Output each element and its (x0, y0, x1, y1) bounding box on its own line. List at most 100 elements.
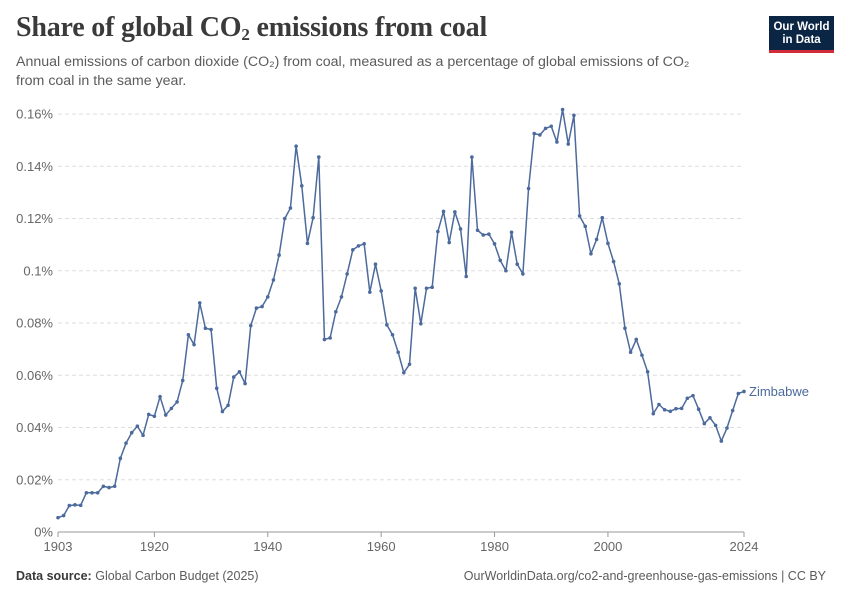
data-point[interactable] (107, 485, 111, 490)
data-point[interactable] (509, 230, 514, 235)
data-point[interactable] (362, 242, 366, 246)
data-point[interactable] (521, 272, 525, 276)
data-point[interactable] (152, 414, 157, 419)
data-point[interactable] (634, 337, 639, 342)
data-point[interactable] (368, 290, 372, 294)
data-point[interactable] (696, 407, 701, 412)
data-point[interactable] (163, 413, 168, 417)
data-point[interactable] (532, 131, 537, 136)
data-point[interactable] (651, 411, 656, 416)
data-point[interactable] (294, 144, 298, 148)
data-point[interactable] (566, 142, 571, 146)
data-point[interactable] (248, 323, 253, 328)
data-point[interactable] (470, 155, 474, 159)
data-point[interactable] (555, 140, 559, 144)
data-point[interactable] (277, 253, 281, 257)
data-point[interactable] (577, 214, 582, 218)
data-point[interactable] (84, 491, 89, 495)
data-point[interactable] (623, 326, 627, 331)
data-point[interactable] (719, 439, 724, 443)
data-point[interactable] (316, 155, 321, 159)
data-point[interactable] (101, 484, 106, 489)
data-point[interactable] (475, 228, 480, 233)
series-zimbabwe[interactable]: Zimbabwe (56, 107, 809, 520)
data-point[interactable] (56, 515, 60, 520)
data-point[interactable] (90, 491, 94, 495)
data-point[interactable] (560, 107, 565, 112)
data-point[interactable] (594, 237, 599, 242)
data-point[interactable] (515, 262, 520, 267)
data-point[interactable] (708, 416, 712, 420)
data-point[interactable] (617, 282, 622, 286)
data-point[interactable] (600, 215, 605, 220)
data-point[interactable] (67, 503, 72, 508)
data-point[interactable] (146, 412, 151, 417)
data-point[interactable] (237, 370, 242, 374)
data-point[interactable] (226, 403, 230, 408)
data-point[interactable] (526, 186, 531, 191)
data-point[interactable] (356, 244, 361, 248)
data-point[interactable] (351, 248, 355, 252)
data-point[interactable] (453, 210, 457, 214)
data-point[interactable] (481, 233, 486, 237)
data-point[interactable] (78, 503, 83, 508)
data-point[interactable] (645, 370, 650, 374)
data-point[interactable] (691, 393, 695, 398)
data-point[interactable] (141, 433, 145, 438)
data-point[interactable] (231, 375, 236, 379)
data-point[interactable] (492, 242, 497, 246)
data-point[interactable] (260, 304, 264, 309)
data-point[interactable] (702, 421, 707, 426)
data-point[interactable] (282, 216, 287, 221)
data-point[interactable] (640, 353, 644, 357)
data-point[interactable] (112, 484, 117, 489)
data-point[interactable] (447, 240, 451, 245)
data-point[interactable] (322, 337, 327, 342)
data-point[interactable] (180, 378, 185, 383)
data-point[interactable] (390, 332, 395, 337)
data-point[interactable] (657, 402, 661, 407)
data-point[interactable] (169, 406, 174, 411)
data-point[interactable] (385, 323, 389, 327)
data-point[interactable] (265, 295, 270, 299)
data-point[interactable] (543, 126, 548, 131)
data-point[interactable] (243, 381, 247, 386)
data-point[interactable] (538, 133, 542, 137)
data-point[interactable] (436, 229, 440, 234)
data-point[interactable] (158, 394, 162, 399)
data-point[interactable] (713, 423, 718, 428)
data-point[interactable] (424, 286, 429, 291)
data-point[interactable] (299, 184, 304, 188)
data-point[interactable] (725, 426, 729, 430)
data-point[interactable] (402, 370, 406, 375)
data-point[interactable] (328, 336, 332, 340)
data-point[interactable] (220, 409, 225, 414)
data-point[interactable] (606, 241, 610, 246)
data-point[interactable] (175, 400, 179, 404)
data-point[interactable] (95, 491, 100, 495)
data-point[interactable] (419, 321, 423, 326)
data-point[interactable] (549, 124, 554, 129)
footer-url-license[interactable]: OurWorldinData.org/co2-and-greenhouse-ga… (463, 569, 826, 583)
data-point[interactable] (396, 350, 400, 355)
data-point[interactable] (662, 407, 667, 412)
data-point[interactable] (135, 424, 140, 428)
data-point[interactable] (334, 309, 338, 314)
data-point[interactable] (192, 342, 196, 347)
data-point[interactable] (430, 285, 434, 290)
data-point[interactable] (685, 396, 690, 401)
data-point[interactable] (628, 350, 633, 355)
data-point[interactable] (197, 301, 202, 305)
data-point[interactable] (214, 386, 219, 391)
data-point[interactable] (373, 262, 378, 267)
data-point[interactable] (458, 227, 463, 231)
data-point[interactable] (572, 113, 576, 118)
data-point[interactable] (589, 251, 593, 256)
data-point[interactable] (339, 295, 344, 299)
data-point[interactable] (203, 326, 208, 331)
data-point[interactable] (736, 391, 741, 396)
data-point[interactable] (668, 409, 673, 414)
data-point[interactable] (271, 278, 276, 282)
data-point[interactable] (583, 224, 588, 229)
data-point[interactable] (124, 441, 128, 445)
